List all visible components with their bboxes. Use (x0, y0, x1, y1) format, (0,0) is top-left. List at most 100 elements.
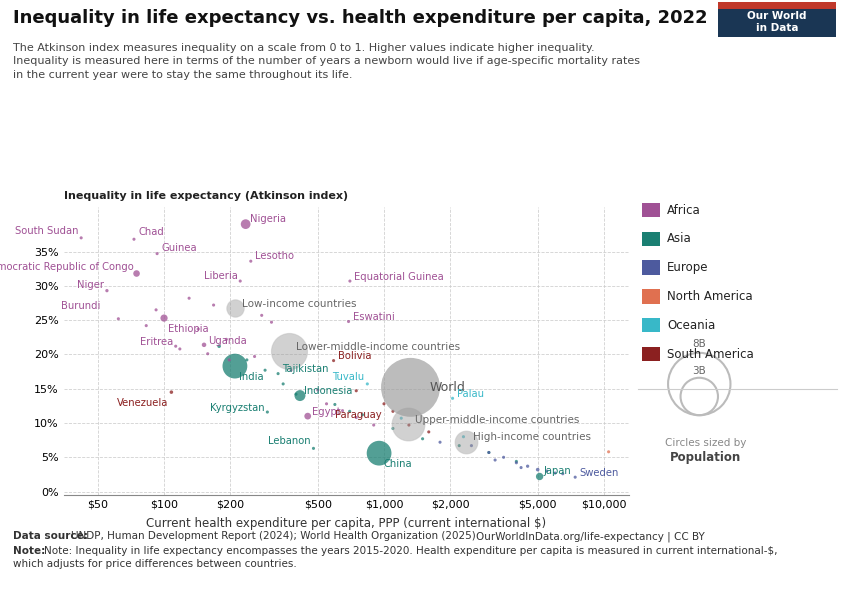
Point (228, 361, 241, 371)
Point (482, 448, 496, 457)
Text: Oceania: Oceania (667, 319, 716, 332)
Point (212, 341, 226, 351)
Point (355, 410, 369, 419)
Point (326, 356, 340, 365)
Point (157, 313, 171, 323)
Text: Niger: Niger (77, 280, 105, 290)
Point (223, 355, 236, 365)
Point (258, 365, 272, 375)
Point (465, 441, 479, 451)
Text: Lebanon: Lebanon (268, 436, 311, 446)
Text: Palau: Palau (456, 389, 484, 399)
Text: Burundi: Burundi (61, 301, 100, 311)
Point (548, 468, 562, 478)
Point (191, 324, 205, 334)
Point (284, 365, 298, 375)
Point (320, 399, 333, 409)
Point (402, 420, 416, 430)
Point (394, 413, 408, 423)
Point (289, 389, 303, 399)
Point (488, 455, 502, 465)
Point (173, 344, 187, 354)
Point (255, 311, 269, 320)
Point (311, 385, 325, 395)
Text: Inequality in life expectancy vs. health expenditure per capita, 2022: Inequality in life expectancy vs. health… (13, 9, 707, 27)
Point (328, 400, 342, 409)
Point (602, 447, 615, 457)
Text: Equatorial Guinea: Equatorial Guinea (354, 272, 444, 282)
Text: UNDP, Human Development Report (2024); World Health Organization (2025): UNDP, Human Development Report (2024); W… (71, 531, 475, 541)
Point (521, 461, 535, 471)
Point (556, 469, 570, 479)
Point (150, 305, 163, 314)
Text: Chad: Chad (139, 227, 164, 237)
Text: Democratic Republic of Congo: Democratic Republic of Congo (0, 262, 133, 272)
Text: Eswatini: Eswatini (353, 313, 394, 322)
Point (130, 269, 144, 278)
Point (349, 413, 363, 422)
Text: Upper-middle-income countries: Upper-middle-income countries (416, 415, 580, 425)
Text: India: India (239, 372, 264, 382)
Point (293, 391, 307, 400)
Point (197, 340, 211, 350)
Point (343, 407, 356, 416)
Text: Venezuela: Venezuela (117, 398, 168, 408)
Point (533, 472, 547, 481)
Text: Tuvalu: Tuvalu (332, 372, 365, 382)
Text: The Atkinson index measures inequality on a scale from 0 to 1. Higher values ind: The Atkinson index measures inequality o… (13, 43, 594, 53)
Point (100, 286, 114, 295)
Point (540, 466, 553, 476)
Point (128, 235, 141, 244)
Point (228, 304, 241, 313)
Text: Liberia: Liberia (203, 271, 237, 281)
Point (150, 249, 164, 259)
Point (367, 420, 381, 430)
Text: OurWorldInData.org/life-expectancy | CC BY: OurWorldInData.org/life-expectancy | CC … (476, 531, 705, 541)
Point (386, 407, 400, 416)
Text: Europe: Europe (667, 261, 709, 274)
Point (343, 276, 357, 286)
Text: Lower-middle-income countries: Lower-middle-income countries (296, 342, 460, 352)
Text: Sweden: Sweden (580, 468, 619, 478)
Text: Japan: Japan (544, 466, 571, 476)
Point (496, 452, 510, 462)
Point (401, 419, 415, 429)
Point (377, 399, 391, 409)
Point (169, 341, 183, 351)
Point (219, 335, 233, 344)
Text: Inequality is measured here in terms of the number of years a newborn would live: Inequality is measured here in terms of … (13, 56, 640, 67)
Point (74, 233, 88, 242)
Point (139, 321, 153, 331)
Point (360, 379, 374, 389)
Point (434, 437, 447, 447)
Text: 8B: 8B (693, 339, 706, 349)
Point (445, 394, 459, 403)
Text: China: China (383, 459, 412, 469)
Point (509, 458, 523, 467)
Point (182, 293, 196, 303)
Point (416, 434, 429, 443)
Point (207, 300, 220, 310)
Point (336, 406, 349, 415)
Point (264, 317, 278, 327)
Point (201, 349, 214, 359)
Point (349, 386, 363, 395)
Point (459, 437, 473, 446)
Text: Ethiopia: Ethiopia (168, 324, 209, 334)
Point (276, 379, 290, 389)
Point (422, 427, 435, 437)
Text: World: World (430, 381, 466, 394)
Point (531, 465, 545, 475)
Point (386, 424, 400, 433)
Point (271, 369, 285, 379)
Point (234, 276, 247, 286)
Text: Note:: Note: (13, 546, 48, 556)
Text: Note: Inequality in life expectancy encompasses the years 2015-2020. Health expe: Note: Inequality in life expectancy enco… (44, 546, 778, 556)
Text: Egypt: Egypt (312, 407, 341, 417)
Point (111, 314, 125, 323)
Point (404, 383, 417, 392)
Text: Tajikistan: Tajikistan (282, 364, 329, 374)
Point (239, 220, 252, 229)
Text: Our World: Our World (747, 11, 807, 22)
Text: Paraguay: Paraguay (335, 410, 381, 420)
